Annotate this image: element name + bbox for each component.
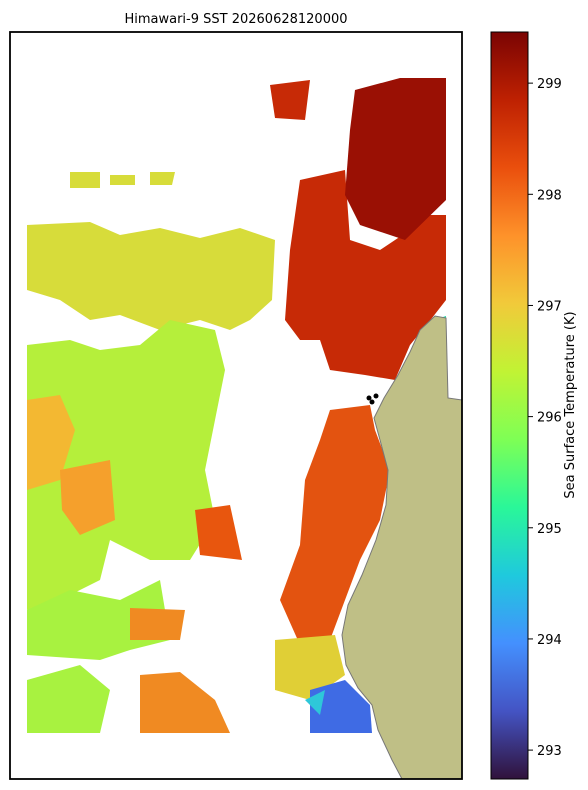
sst-region bbox=[280, 405, 390, 645]
map-frame bbox=[9, 31, 463, 780]
sst-region bbox=[195, 505, 242, 560]
sst-region bbox=[27, 395, 75, 490]
sst-region bbox=[310, 680, 372, 733]
sst-region bbox=[285, 170, 446, 380]
colorbar-tick-label: 296 bbox=[537, 411, 562, 426]
sst-region bbox=[345, 78, 446, 240]
sst-region bbox=[305, 690, 325, 715]
colorbar-tick-label: 295 bbox=[537, 522, 562, 537]
point-marker bbox=[373, 393, 379, 399]
sst-region bbox=[60, 460, 115, 535]
sst-region bbox=[27, 665, 110, 733]
map-title: Himawari-9 SST 20260628120000 bbox=[124, 12, 347, 27]
colorbar: 293 294 295 296 297 298 299 bbox=[490, 31, 562, 780]
sst-region bbox=[27, 320, 225, 610]
sst-region bbox=[70, 172, 175, 188]
colorbar-fill bbox=[490, 31, 529, 780]
colorbar-tick-label: 293 bbox=[537, 744, 562, 759]
sst-region bbox=[275, 635, 345, 700]
sst-region bbox=[27, 222, 275, 330]
land bbox=[341, 315, 462, 779]
colorbar-tick-label: 299 bbox=[537, 77, 562, 92]
colorbar-tick-label: 297 bbox=[537, 299, 562, 314]
point-marker bbox=[366, 395, 372, 401]
colorbar-tick-label: 298 bbox=[537, 188, 562, 203]
sst-region bbox=[140, 672, 230, 733]
sst-region bbox=[130, 608, 185, 640]
colorbar-tick-label: 294 bbox=[537, 633, 562, 648]
point-marker bbox=[369, 399, 375, 405]
map-area bbox=[27, 78, 462, 779]
colorbar-label: Sea Surface Temperature (K) bbox=[563, 311, 578, 498]
sst-region bbox=[270, 80, 310, 120]
